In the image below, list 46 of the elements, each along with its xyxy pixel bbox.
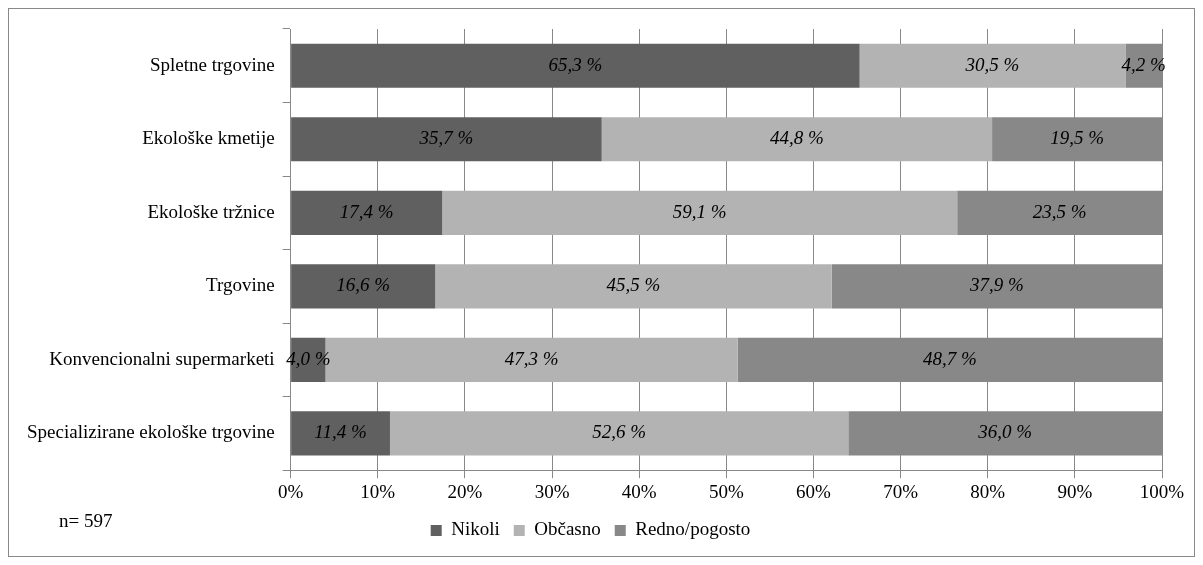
y-tick-label: Spletne trgovine: [149, 53, 275, 75]
y-tick-label: Specializirane ekološke trgovine: [27, 421, 275, 443]
x-tick-label: 90%: [1057, 480, 1093, 502]
data-label: 30,5 %: [964, 53, 1020, 75]
y-tick-label: Konvencionalni supermarketi: [49, 347, 275, 369]
bar: [291, 117, 602, 162]
text: n= 597: [59, 509, 113, 531]
data-label: 36,0 %: [977, 421, 1033, 443]
x-tick-label: 50%: [708, 480, 744, 502]
x-tick-label: 100%: [1139, 480, 1185, 502]
data-label: 45,5 %: [606, 274, 661, 296]
data-label: 59,1 %: [672, 200, 727, 222]
x-tick-label: 10%: [360, 480, 396, 502]
data-label: 23,5 %: [1032, 200, 1087, 222]
x-tick-label: 40%: [621, 480, 657, 502]
bar: [291, 411, 390, 456]
x-tick-label: 60%: [796, 480, 832, 502]
legend-label: Redno/pogosto: [635, 518, 751, 540]
data-label: 65,3 %: [548, 53, 603, 75]
y-tick-label: Ekološke tržnice: [147, 200, 275, 222]
x-tick-label: 80%: [970, 480, 1006, 502]
data-label: 47,3 %: [504, 347, 559, 369]
data-label: 16,6 %: [336, 274, 391, 296]
x-tick-label: 70%: [883, 480, 919, 502]
y-tick-label: Ekološke kmetije: [142, 127, 275, 149]
bar: [601, 117, 993, 162]
legend-label: Nikoli: [451, 518, 500, 540]
data-label: 11,4 %: [314, 421, 367, 443]
x-tick-label: 20%: [447, 480, 483, 502]
x-tick-label: 0%: [277, 480, 304, 502]
data-label: 44,8 %: [769, 127, 824, 149]
x-tick-label: 30%: [534, 480, 570, 502]
bar: [291, 264, 436, 309]
data-label: 17,4 %: [339, 200, 394, 222]
data-label: 37,9 %: [968, 274, 1024, 296]
data-label: 19,5 %: [1050, 127, 1104, 149]
bar: [389, 411, 849, 456]
legend-label: Občasno: [534, 518, 601, 540]
data-label: 48,7 %: [922, 347, 977, 369]
data-label: 52,6 %: [592, 421, 647, 443]
bar: [435, 264, 832, 309]
bar: [442, 190, 958, 235]
bar: [291, 190, 443, 235]
data-label: 35,7 %: [418, 127, 474, 149]
y-tick-label: Trgovine: [205, 274, 275, 296]
bar: [291, 43, 860, 88]
